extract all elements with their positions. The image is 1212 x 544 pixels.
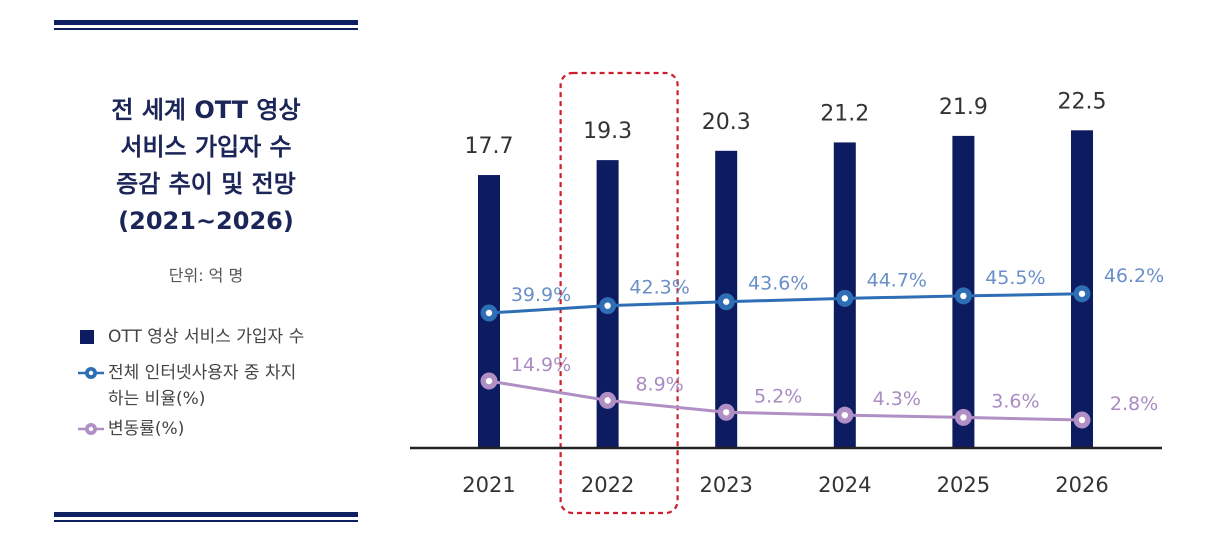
bottom-rule bbox=[54, 512, 358, 522]
share-label-2025: 45.5% bbox=[985, 267, 1045, 289]
x-tick-2022: 2022 bbox=[581, 473, 634, 497]
unit-label: 단위: 억 명 bbox=[168, 266, 244, 285]
change-label-2023: 5.2% bbox=[754, 385, 802, 407]
title-line-1: 전 세계 OTT 영상 bbox=[111, 96, 301, 124]
bar-label-2023: 20.3 bbox=[702, 110, 751, 135]
share-label-2026: 46.2% bbox=[1104, 265, 1164, 287]
share-marker-dot-2021 bbox=[485, 309, 493, 317]
legend-label-internet-share-2: 하는 비율(%) bbox=[108, 389, 206, 409]
legend-label-change-rate: 변동률(%) bbox=[108, 419, 185, 439]
legend-label-subscribers: OTT 영상 서비스 가입자 수 bbox=[108, 327, 305, 347]
share-marker-dot-2022 bbox=[604, 302, 611, 309]
title-line-4: (2021~2026) bbox=[118, 207, 294, 235]
change-label-2026: 2.8% bbox=[1110, 393, 1158, 415]
share-label-2024: 44.7% bbox=[867, 269, 927, 291]
change-marker-dot-2025 bbox=[960, 414, 967, 421]
legend-bar-swatch bbox=[80, 330, 94, 344]
x-tick-2026: 2026 bbox=[1055, 473, 1108, 497]
bar-label-2024: 21.2 bbox=[820, 101, 869, 126]
change-label-2025: 3.6% bbox=[991, 390, 1039, 412]
change-marker-dot-2023 bbox=[723, 409, 730, 416]
share-marker-dot-2024 bbox=[841, 295, 848, 302]
share-label-2021: 39.9% bbox=[511, 284, 571, 306]
bar-label-2026: 22.5 bbox=[1058, 89, 1107, 114]
change-label-2021: 14.9% bbox=[511, 354, 571, 376]
x-tick-2025: 2025 bbox=[937, 473, 990, 497]
bar-label-2022: 19.3 bbox=[583, 119, 632, 144]
bar-label-2021: 17.7 bbox=[465, 134, 514, 159]
title-line-3: 증감 추이 및 전망 bbox=[116, 170, 296, 198]
change-line bbox=[488, 379, 1083, 422]
bar-label-2025: 21.9 bbox=[939, 95, 988, 120]
change-marker-dot-2021 bbox=[485, 377, 493, 385]
x-tick-2021: 2021 bbox=[462, 473, 515, 497]
chart-title: 전 세계 OTT 영상 서비스 가입자 수 증감 추이 및 전망 (2021~2… bbox=[54, 92, 358, 240]
share-label-2022: 42.3% bbox=[629, 277, 689, 299]
top-rule bbox=[54, 20, 358, 30]
share-marker-dot-2025 bbox=[960, 292, 967, 300]
legend-change-swatch bbox=[78, 423, 104, 435]
legend-label-internet-share-1: 전체 인터넷사용자 중 차지 bbox=[108, 363, 297, 383]
share-line bbox=[488, 292, 1083, 315]
title-line-2: 서비스 가입자 수 bbox=[120, 133, 292, 161]
x-tick-2024: 2024 bbox=[818, 473, 871, 497]
highlight-box bbox=[559, 71, 679, 515]
share-marker-dot-2023 bbox=[723, 298, 730, 305]
change-label-2024: 4.3% bbox=[873, 388, 921, 410]
share-label-2023: 43.6% bbox=[748, 273, 808, 295]
change-marker-dot-2026 bbox=[1078, 416, 1086, 424]
change-label-2022: 8.9% bbox=[635, 373, 683, 395]
legend-share-swatch bbox=[78, 367, 104, 379]
change-marker-dot-2024 bbox=[841, 411, 848, 419]
x-tick-2023: 2023 bbox=[699, 473, 752, 497]
share-marker-dot-2026 bbox=[1078, 290, 1086, 297]
change-marker-dot-2022 bbox=[604, 397, 611, 404]
